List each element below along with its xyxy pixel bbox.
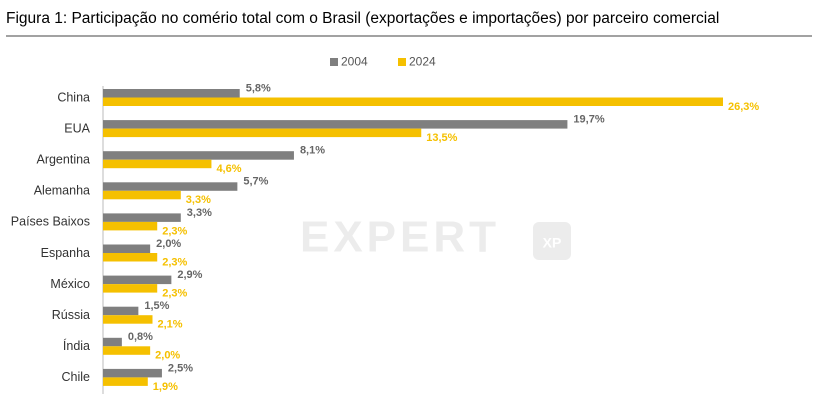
bar — [103, 159, 212, 169]
bar — [103, 213, 181, 222]
data-label: 5,7% — [243, 176, 268, 188]
watermark-badge: XP — [543, 235, 562, 251]
data-label: 0,8% — [128, 331, 153, 343]
bar — [103, 120, 568, 129]
watermark-badge-box — [533, 222, 571, 260]
bar — [103, 244, 151, 253]
bar — [103, 128, 422, 138]
y-tick-label: Rússia — [52, 308, 90, 322]
y-tick-label: Alemanha — [34, 184, 90, 198]
data-label: 5,8% — [246, 82, 271, 94]
bar — [103, 346, 151, 355]
data-label: 1,5% — [144, 300, 169, 312]
bar — [103, 151, 294, 160]
bar — [103, 368, 162, 378]
bar — [103, 190, 181, 200]
data-label: 3,3% — [186, 194, 211, 206]
bar — [103, 253, 158, 262]
legend-label: 2024 — [409, 55, 436, 69]
data-label: 2,1% — [158, 319, 183, 331]
legend-swatch — [398, 58, 406, 66]
bar — [103, 89, 240, 98]
bar — [103, 306, 139, 316]
data-label: 19,7% — [573, 114, 604, 126]
y-tick-label: México — [50, 277, 90, 291]
watermark: EXPERT — [300, 213, 500, 262]
y-tick-label: China — [57, 90, 90, 104]
data-label: 3,3% — [187, 207, 212, 219]
bar — [103, 97, 723, 106]
data-label: 2,3% — [162, 288, 187, 300]
data-label: 2,3% — [162, 225, 187, 237]
bar — [103, 337, 122, 347]
y-tick-label: Países Baixos — [11, 215, 90, 229]
bar — [103, 315, 153, 324]
data-label: 13,5% — [426, 132, 457, 144]
bar — [103, 182, 238, 191]
bar — [103, 377, 148, 386]
bar — [103, 284, 158, 293]
data-label: 8,1% — [300, 145, 325, 157]
legend-label: 2004 — [341, 55, 368, 69]
data-label: 2,0% — [155, 350, 180, 362]
data-label: 2,9% — [177, 269, 202, 281]
y-tick-label: EUA — [64, 121, 90, 135]
data-label: 26,3% — [728, 101, 759, 113]
data-label: 2,0% — [156, 238, 181, 250]
bar — [103, 275, 172, 285]
legend-swatch — [330, 58, 338, 66]
y-tick-label: Índia — [63, 338, 90, 353]
chart-title: Figura 1: Participação no comério total … — [6, 10, 719, 27]
data-label: 1,9% — [153, 381, 178, 393]
bar — [103, 221, 158, 231]
data-label: 2,5% — [168, 362, 193, 374]
y-tick-label: Espanha — [41, 246, 90, 260]
data-label: 4,6% — [216, 163, 241, 175]
data-label: 2,3% — [162, 256, 187, 268]
y-tick-label: Chile — [62, 370, 91, 384]
y-tick-label: Argentina — [36, 152, 90, 166]
